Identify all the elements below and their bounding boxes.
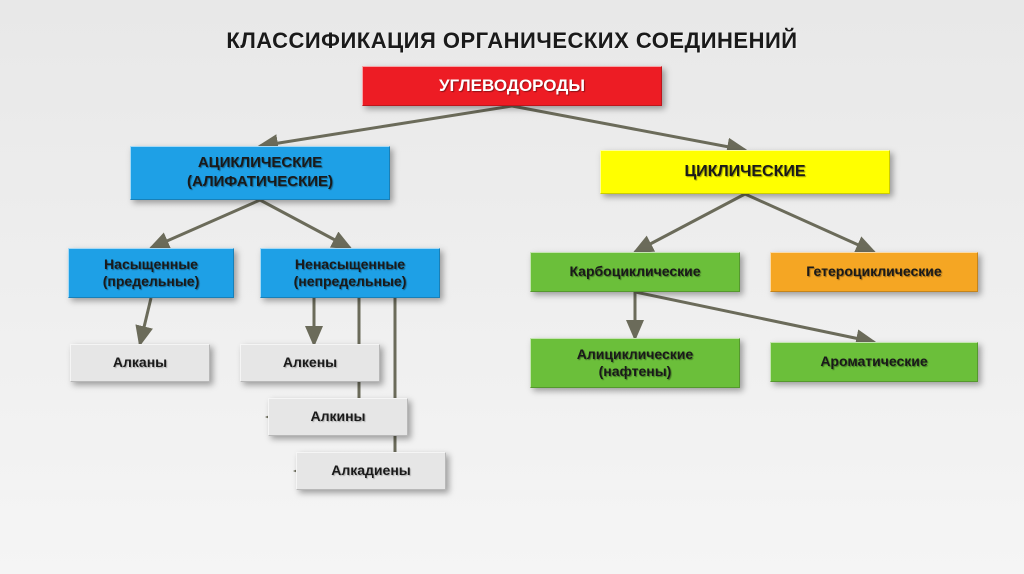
edge-root-acyclic	[260, 106, 512, 146]
node-carbo-label: Карбоциклические	[569, 263, 700, 281]
node-hetero-label: Гетероциклические	[806, 263, 941, 281]
edge-saturated-alkanes	[140, 298, 151, 344]
node-cyclic-label: ЦИКЛИЧЕСКИЕ	[684, 162, 805, 182]
node-acyclic-label: АЦИКЛИЧЕСКИЕ(АЛИФАТИЧЕСКИЕ)	[187, 154, 333, 192]
node-alkynes-label: Алкины	[310, 408, 365, 426]
node-alkenes-label: Алкены	[283, 354, 337, 372]
edge-unsaturated-alkadiens	[296, 298, 395, 471]
node-aromatic-label: Ароматические	[820, 353, 927, 371]
node-saturated: Насыщенные(предельные)	[68, 248, 234, 298]
node-cyclic: ЦИКЛИЧЕСКИЕ	[600, 150, 890, 194]
node-unsaturated: Ненасыщенные(непредельные)	[260, 248, 440, 298]
node-hetero: Гетероциклические	[770, 252, 978, 292]
node-alkanes-label: Алканы	[113, 354, 167, 372]
node-alkadiens-label: Алкадиены	[331, 462, 411, 480]
node-saturated-label: Насыщенные(предельные)	[103, 256, 200, 291]
node-acyclic: АЦИКЛИЧЕСКИЕ(АЛИФАТИЧЕСКИЕ)	[130, 146, 390, 200]
edge-acyclic-saturated	[151, 200, 260, 248]
edge-root-cyclic	[512, 106, 745, 150]
edge-carbo-aromatic	[635, 292, 874, 342]
node-alicyclic-label: Алициклические(нафтены)	[577, 346, 693, 381]
edge-acyclic-unsaturated	[260, 200, 350, 248]
node-root-label: УГЛЕВОДОРОДЫ	[439, 75, 585, 96]
node-carbo: Карбоциклические	[530, 252, 740, 292]
node-alkynes: Алкины	[268, 398, 408, 436]
diagram-title: КЛАССИФИКАЦИЯ ОРГАНИЧЕСКИХ СОЕДИНЕНИЙ	[0, 0, 1024, 54]
node-alicyclic: Алициклические(нафтены)	[530, 338, 740, 388]
node-alkadiens: Алкадиены	[296, 452, 446, 490]
node-alkanes: Алканы	[70, 344, 210, 382]
node-root: УГЛЕВОДОРОДЫ	[362, 66, 662, 106]
edge-cyclic-hetero	[745, 194, 874, 252]
node-alkenes: Алкены	[240, 344, 380, 382]
node-unsaturated-label: Ненасыщенные(непредельные)	[294, 256, 407, 291]
node-aromatic: Ароматические	[770, 342, 978, 382]
edge-cyclic-carbo	[635, 194, 745, 252]
